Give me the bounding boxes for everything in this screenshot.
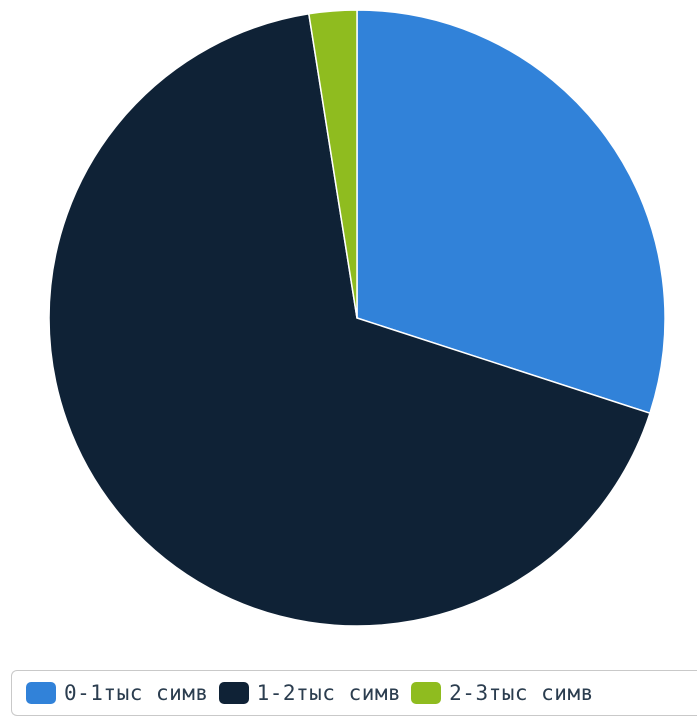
legend-item-1[interactable]: 0-1тыс симв xyxy=(26,681,209,705)
legend-label: 2-3тыс симв xyxy=(449,681,594,705)
pie-slice-2[interactable] xyxy=(48,13,651,627)
legend-item-3[interactable]: 2-3тыс симв xyxy=(411,681,594,705)
pie-slice-3[interactable] xyxy=(308,9,358,319)
pie-chart xyxy=(48,9,666,627)
legend-swatch xyxy=(411,682,442,704)
legend-swatch xyxy=(218,682,249,704)
legend-label: 1-2тыс симв xyxy=(256,681,402,705)
pie-slice-1[interactable] xyxy=(356,9,666,414)
legend-label: 0-1тыс симв xyxy=(64,681,209,705)
legend: 0-1тыс симв 1-2тыс симв 2-3тыс симв xyxy=(11,670,697,716)
legend-item-2[interactable]: 1-2тыс симв xyxy=(218,681,402,705)
legend-swatch xyxy=(26,682,56,704)
